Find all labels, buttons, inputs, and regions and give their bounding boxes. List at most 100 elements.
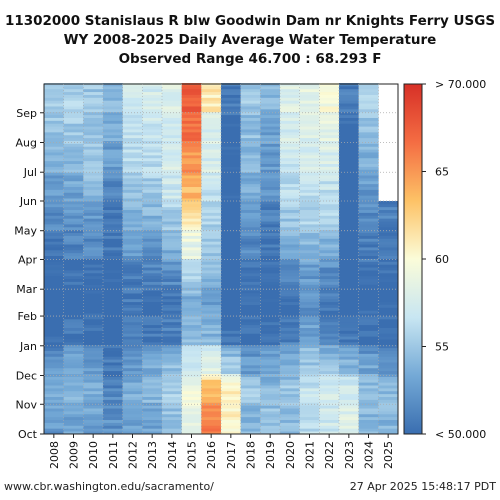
heatmap-cell [44,321,64,326]
heatmap-cell [319,310,340,314]
heatmap-cell [83,339,104,343]
heatmap-cell [142,103,163,107]
heatmap-cell [358,106,379,110]
heatmap-cell [260,267,281,271]
heatmap-cell [181,229,202,234]
heatmap-cell [358,85,379,90]
heatmap-cell [103,425,123,429]
heatmap-cell [142,229,163,234]
heatmap-cell [221,83,241,87]
heatmap-cell [162,258,182,262]
heatmap-cell [299,97,320,101]
heatmap-cell [319,241,340,245]
heatmap-cell [122,218,143,222]
heatmap-cell [339,284,359,288]
heatmap-cell [319,175,340,179]
heatmap-cell [358,304,379,308]
heatmap-cell [260,336,281,340]
heatmap-cell [122,131,143,136]
heatmap-cell [63,103,84,107]
heatmap-cell [162,123,182,127]
heatmap-cell [378,200,399,205]
heatmap-cell [358,229,379,234]
heatmap-cell [63,218,84,222]
heatmap-cell [221,364,241,369]
heatmap-cell [358,376,379,380]
heatmap-cell [339,382,359,386]
heatmap-cell [122,206,143,211]
heatmap-cell [378,301,399,305]
heatmap-cell [299,209,320,213]
heatmap-cell [201,252,222,257]
heatmap-cell [280,264,300,268]
heatmap-cell [83,304,104,308]
heatmap-cell [358,310,379,314]
heatmap-cell [63,333,84,337]
heatmap-cell [358,327,379,331]
heatmap-cell [299,350,320,354]
heatmap-cell [103,422,123,426]
heatmap-cell [83,238,104,242]
heatmap-cell [63,137,84,141]
heatmap-cell [201,221,222,225]
heatmap-cell [142,356,163,360]
heatmap-cell [319,212,340,216]
heatmap-cell [63,281,84,285]
heatmap-cell [339,261,359,265]
heatmap-cell [339,405,359,409]
heatmap-cell [103,385,123,389]
heatmap-cell [299,163,320,167]
x-tick-label: 2025 [382,441,395,469]
heatmap-cell [122,226,143,231]
heatmap-cell [240,293,261,297]
heatmap-cell [280,336,300,340]
heatmap-cell [221,359,241,363]
heatmap-cell [162,318,182,323]
heatmap-cell [181,91,202,95]
heatmap-cell [142,327,163,331]
heatmap-cell [221,218,241,222]
heatmap-cell [299,198,320,202]
heatmap-cell [83,261,104,265]
heatmap-cell [260,126,281,130]
heatmap-cell [103,244,123,248]
chart-title-line-2: WY 2008-2025 Daily Average Water Tempera… [64,32,437,48]
heatmap-cell [44,166,64,170]
heatmap-cell [122,373,143,377]
heatmap-cell [358,272,379,277]
heatmap-cell [162,154,182,159]
heatmap-cell [63,247,84,251]
heatmap-cell [339,362,359,366]
heatmap-cell [240,295,261,300]
heatmap-cell [201,126,222,130]
heatmap-cell [83,244,104,248]
heatmap-cell [122,333,143,337]
heatmap-cell [162,186,182,190]
heatmap-cell [83,94,104,98]
heatmap-cell [339,134,359,139]
heatmap-cell [142,396,163,400]
heatmap-cell [122,376,143,380]
x-tick-label: 2017 [225,441,238,469]
heatmap-cell [181,419,202,423]
heatmap-cell [181,304,202,308]
footer-url: www.cbr.washington.edu/sacramento/ [4,480,214,493]
heatmap-cell [201,140,222,144]
heatmap-cell [358,88,379,93]
heatmap-cell [358,111,379,116]
heatmap-cell [162,244,182,248]
heatmap-cell [142,333,163,337]
heatmap-cell [221,275,241,280]
heatmap-cell [240,373,261,377]
heatmap-cell [142,126,163,130]
heatmap-cell [358,267,379,271]
heatmap-cell [221,152,241,156]
heatmap-cell [181,327,202,331]
heatmap-cell [221,175,241,179]
heatmap-cell [63,410,84,415]
heatmap-cell [103,106,123,110]
heatmap-cell [181,175,202,179]
heatmap-cell [319,166,340,170]
heatmap-cell [181,324,202,328]
